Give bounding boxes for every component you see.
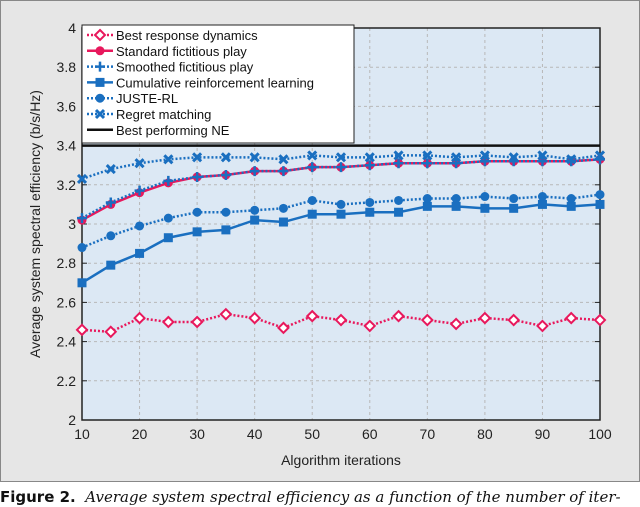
caption-label: Figure 2. (0, 488, 76, 506)
series-juste-rl (77, 190, 605, 253)
caption-text: Average system spectral efficiency as a … (85, 488, 621, 506)
x-tick-label: 50 (304, 426, 320, 442)
series-cumulative-reinforcement-learning (77, 199, 605, 288)
legend-entry: JUSTE-RL (116, 91, 178, 106)
y-axis-label: Average system spectral efficiency (b/s/… (27, 90, 43, 358)
legend-entry: Best performing NE (116, 123, 230, 138)
y-tick-label: 2.2 (57, 373, 77, 389)
x-tick-label: 10 (74, 426, 90, 442)
series-regret-matching (76, 150, 606, 184)
x-tick-label: 60 (362, 426, 378, 442)
y-tick-label: 3.8 (57, 59, 77, 75)
legend-entry: Standard fictitious play (116, 44, 247, 59)
y-tick-label: 2 (68, 412, 76, 428)
x-tick-label: 30 (189, 426, 205, 442)
legend-entry: Regret matching (116, 107, 211, 122)
x-tick-label: 20 (132, 426, 148, 442)
y-tick-label: 3 (68, 216, 76, 232)
x-axis-label: Algorithm iterations (281, 452, 401, 468)
x-tick-label: 80 (477, 426, 493, 442)
legend-entry: Cumulative reinforcement learning (116, 75, 314, 90)
legend-entry: Best response dynamics (116, 28, 258, 43)
y-tick-label: 2.8 (57, 255, 77, 271)
y-tick-label: 4 (68, 20, 76, 36)
y-tick-label: 3.6 (57, 98, 77, 114)
line-chart: 2 2.2 2.4 2.6 2.8 3 3.2 3.4 3.6 3.8 4 10 20 30 40 50 60 7… (27, 20, 612, 468)
series-smoothed-fictitious-play (77, 154, 605, 224)
x-tick-label: 90 (535, 426, 551, 442)
y-tick-label: 2.4 (57, 334, 77, 350)
legend-entry: Smoothed fictitious play (116, 60, 254, 75)
figure-caption: Figure 2. Average system spectral effici… (0, 488, 621, 506)
y-tick-label: 3.4 (57, 138, 77, 154)
series-best-response-dynamics (75, 307, 607, 339)
x-tick-label: 100 (588, 426, 612, 442)
y-tick-label: 3.2 (57, 177, 77, 193)
x-tick-label: 40 (247, 426, 263, 442)
x-tick-label: 70 (420, 426, 436, 442)
y-tick-label: 2.6 (57, 294, 77, 310)
